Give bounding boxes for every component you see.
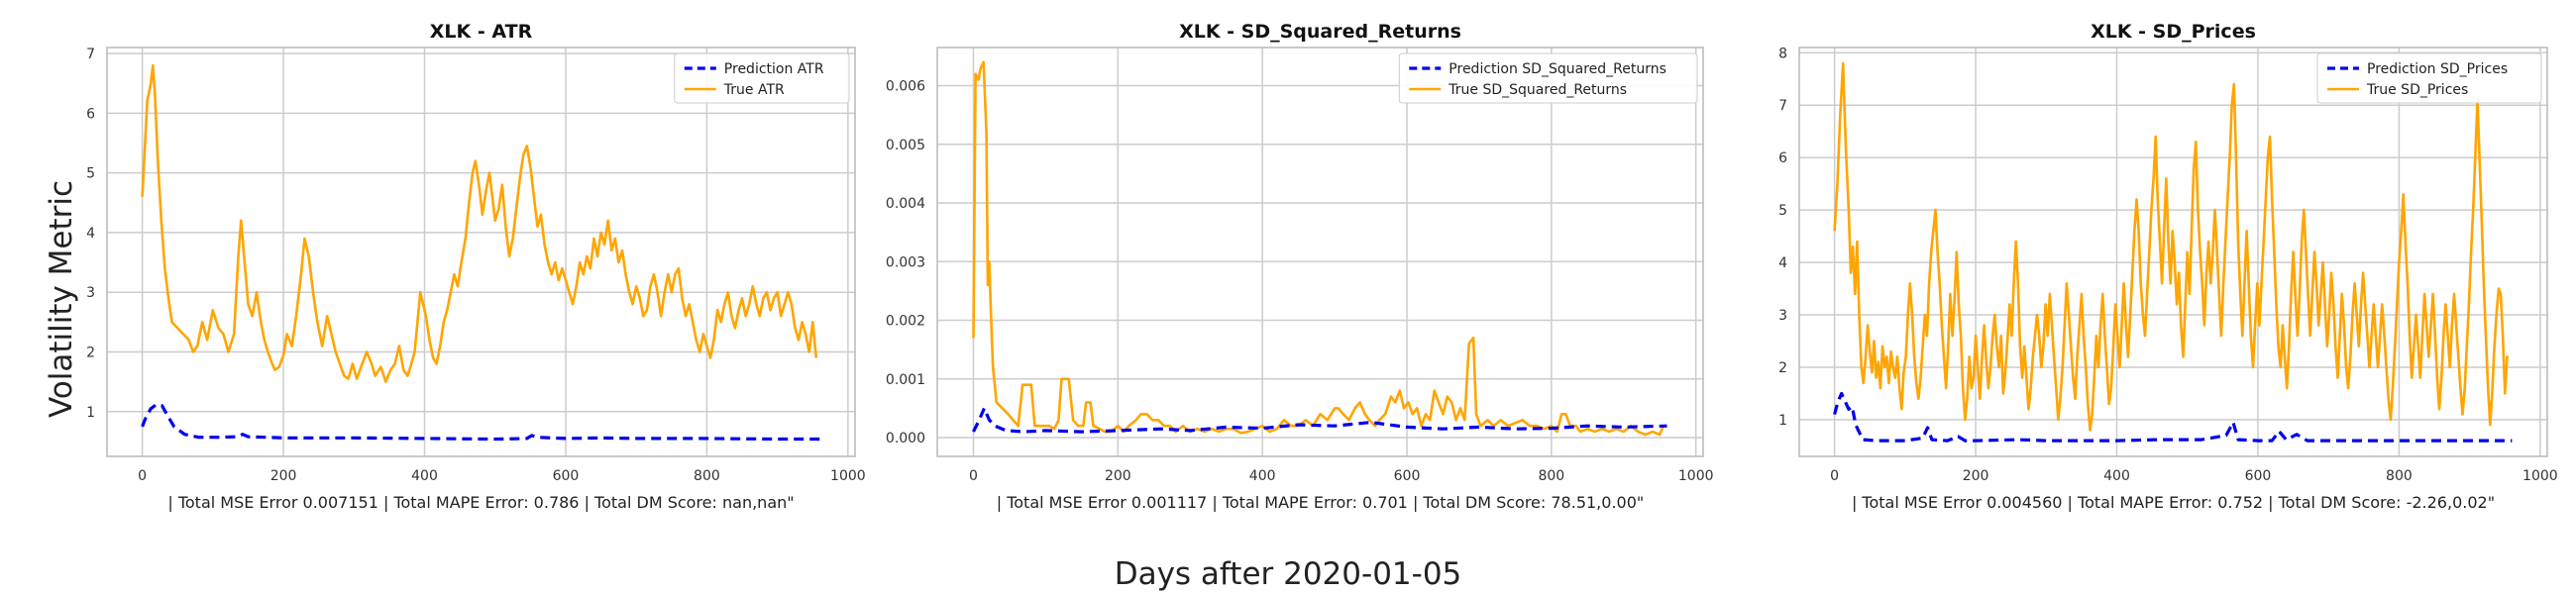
- series-line-prediction: [972, 406, 1667, 434]
- x-tick-label: 800: [2386, 468, 2413, 484]
- x-tick-label: 400: [411, 468, 438, 484]
- y-tick-label: 7: [1778, 98, 1787, 114]
- legend: Prediction SD_Prices True SD_Prices: [2316, 52, 2542, 104]
- x-tick-label: 200: [1963, 468, 1989, 484]
- y-tick-label: 5: [1778, 203, 1787, 219]
- y-tick-label: 5: [86, 166, 95, 182]
- axes-frame: [106, 47, 856, 457]
- x-tick-label: 0: [138, 468, 147, 484]
- y-tick-label: 0.000: [886, 431, 925, 446]
- y-tick-label: 0.006: [886, 79, 925, 95]
- chart-xlabel: | Total MSE Error 0.001117 | Total MAPE …: [997, 493, 1645, 512]
- x-tick-label: 0: [969, 468, 978, 484]
- y-tick-label: 0.005: [886, 138, 925, 153]
- chart-panel-1: 0 200 400 600 800 1000 0.000 0.001 0.002 0.003 0.0…: [886, 21, 1714, 512]
- x-tick-label: 0: [1830, 468, 1839, 484]
- legend-entry: Prediction SD_Squared_Returns: [1449, 61, 1666, 77]
- x-tick-label: 1000: [2522, 468, 2558, 484]
- y-tick-label: 4: [86, 226, 95, 242]
- y-tick-label: 0.002: [886, 314, 925, 330]
- figure-xlabel: Days after 2020-01-05: [1115, 556, 1462, 592]
- y-tick-label: 3: [1778, 308, 1787, 324]
- legend-box: [674, 52, 850, 104]
- axes-frame: [936, 47, 1704, 457]
- series-line-prediction: [141, 402, 820, 442]
- x-tick-label: 1000: [830, 468, 866, 484]
- x-tick-label: 200: [270, 468, 297, 484]
- y-tick-label: 7: [86, 47, 95, 62]
- chart-title: XLK - SD_Prices: [2091, 21, 2256, 43]
- chart-panel-2: 0 200 400 600 800 1000 1 2 3 4 5 6 7 8 XLK - SD_Prices…: [1778, 21, 2558, 512]
- x-tick-label: 600: [2245, 468, 2272, 484]
- x-tick-label: 1000: [1678, 468, 1714, 484]
- x-tick-label: 800: [694, 468, 720, 484]
- legend-entry: True ATR: [723, 82, 785, 98]
- x-tick-label: 200: [1105, 468, 1131, 484]
- x-tick-label: 600: [1394, 468, 1421, 484]
- y-tick-label: 0.004: [886, 196, 925, 212]
- y-tick-label: 8: [1778, 46, 1787, 61]
- y-tick-label: 4: [1778, 255, 1787, 271]
- y-tick-label: 1: [86, 405, 95, 421]
- legend-entry: Prediction SD_Prices: [2367, 61, 2508, 77]
- legend-entry: Prediction ATR: [724, 61, 824, 77]
- axes-frame: [1798, 47, 2548, 457]
- y-tick-label: 3: [86, 285, 95, 301]
- legend-box: [2316, 52, 2542, 104]
- legend: Prediction SD_Squared_Returns True SD_Squ…: [1398, 52, 1698, 104]
- figure-ylabel: Volatility Metric: [44, 180, 79, 418]
- y-tick-label: 2: [1778, 360, 1787, 376]
- y-tick-label: 6: [86, 106, 95, 122]
- series-line-true: [1833, 61, 2509, 432]
- x-tick-label: 600: [553, 468, 580, 484]
- series-line-prediction: [1833, 391, 2513, 443]
- y-tick-label: 0.001: [886, 372, 925, 388]
- legend: Prediction ATR True ATR: [674, 52, 850, 104]
- chart-panel-0: 0 200 400 600 800 1000 1 2 3 4 5 6 7 XLK - ATR | Total…: [86, 21, 866, 512]
- chart-title: XLK - ATR: [430, 21, 533, 43]
- chart-title: XLK - SD_Squared_Returns: [1179, 21, 1461, 43]
- x-tick-label: 400: [1249, 468, 1276, 484]
- y-tick-label: 0.003: [886, 254, 925, 270]
- chart-xlabel: | Total MSE Error 0.007151 | Total MAPE …: [167, 493, 794, 512]
- legend-box: [1398, 52, 1698, 104]
- y-tick-label: 6: [1778, 150, 1787, 166]
- legend-entry: True SD_Prices: [2366, 82, 2468, 98]
- series-line-true: [141, 63, 818, 383]
- legend-entry: True SD_Squared_Returns: [1448, 82, 1627, 98]
- x-tick-label: 800: [1538, 468, 1564, 484]
- chart-xlabel: | Total MSE Error 0.004560 | Total MAPE …: [1852, 493, 2495, 512]
- y-tick-label: 2: [86, 345, 95, 360]
- y-tick-label: 1: [1778, 413, 1787, 429]
- x-tick-label: 400: [2103, 468, 2130, 484]
